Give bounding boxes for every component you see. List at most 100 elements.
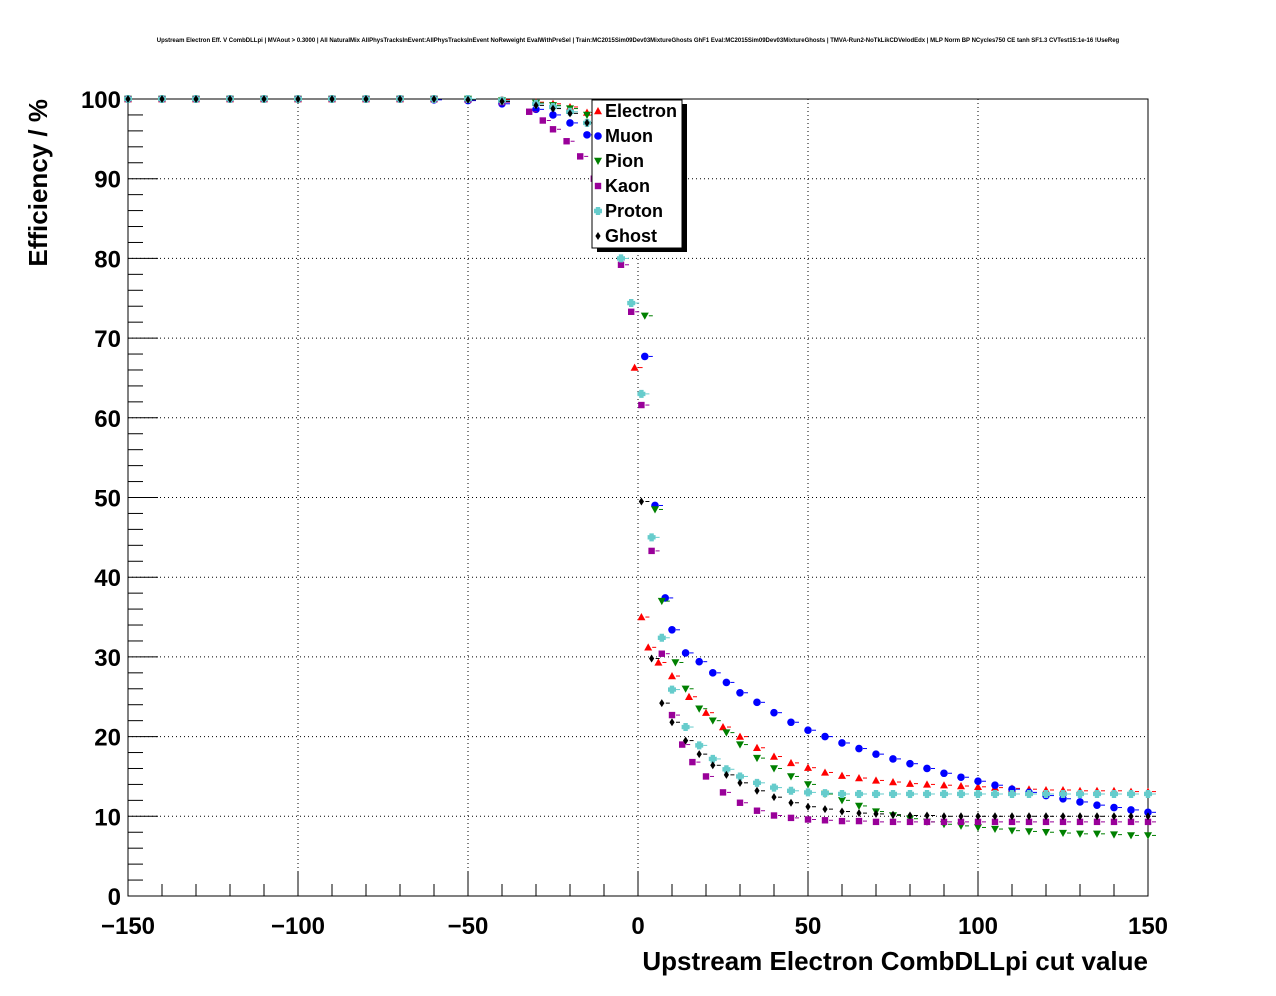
data-point [991,789,999,798]
data-point [736,741,744,749]
data-point [838,739,846,747]
data-point [974,782,982,791]
y-tick-label: 20 [94,725,121,752]
data-point [957,773,965,782]
data-point [737,778,743,787]
data-point [719,789,727,796]
data-point [804,781,812,789]
legend-entries: Electron Muon Pion Kaon Proton Ghost [594,101,677,246]
legend: Electron Muon Pion Kaon Proton Ghost [591,99,687,252]
data-point [668,711,676,719]
y-tick-label: 70 [94,326,121,353]
data-point [683,736,689,745]
data-point [657,633,666,642]
x-tick-labels: −150 −100 −50 0 50 100 150 [101,913,1168,940]
data-point [640,312,649,320]
data-point [1008,789,1016,798]
data-point [872,818,880,826]
data-point [641,352,649,361]
data-point [1144,789,1153,798]
data-point [1094,812,1100,821]
data-point [397,95,403,103]
data-point [1008,827,1016,835]
y-tick-label: 60 [94,406,121,433]
data-point [499,97,505,106]
data-point [787,773,795,781]
data-point [1043,812,1049,821]
data-point [637,613,646,621]
data-point [821,732,829,741]
data-point [873,809,879,818]
data-point [957,782,965,790]
data-point [787,786,795,795]
data-point [991,825,999,834]
data-point [957,789,965,798]
data-point [1145,812,1151,821]
data-point [1025,818,1033,826]
data-point [736,732,744,740]
data-point [855,774,863,782]
data-point [1060,812,1066,821]
legend-marker-ghost [595,232,601,240]
data-point [1077,812,1083,821]
data-point [855,802,863,810]
data-point [1093,818,1101,826]
data-point [431,95,437,103]
data-point [722,678,731,687]
data-point [958,812,964,821]
legend-marker-muon [594,132,602,140]
legend-label-proton: Proton [605,201,663,221]
data-point [787,814,795,822]
data-point [991,818,999,826]
data-point [679,741,686,748]
legend-box [591,99,683,249]
data-point [526,108,533,115]
data-point [657,597,666,606]
data-point [1127,806,1135,814]
data-point [696,750,702,759]
y-tick-label: 80 [94,246,121,273]
data-point [736,772,744,781]
y-tick-labels: 0 10 20 30 40 50 60 70 80 90 100 [81,87,121,911]
data-point [889,755,897,763]
chart-title: Upstream Electron Eff. V CombDLLpi | MVA… [157,38,1120,44]
data-point [722,729,731,737]
data-point [689,758,696,766]
data-point [539,117,546,124]
data-point [549,111,557,119]
data-point [974,818,982,826]
data-point [638,497,644,506]
data-point [753,754,761,763]
data-point [838,817,846,825]
x-tick-label: 50 [795,913,822,940]
x-tick-label: −150 [101,913,155,940]
data-point [1093,789,1102,798]
data-point [566,119,574,127]
x-tick-label: 100 [958,913,998,940]
legend-marker-proton [594,207,602,215]
data-point [685,692,693,700]
data-point [957,818,965,826]
data-point [159,95,165,103]
data-point [906,759,914,768]
y-tick-label: 100 [81,87,121,114]
legend-marker-pion [594,157,602,165]
data-point [1093,830,1101,838]
data-point [708,717,717,725]
data-point [804,788,812,797]
data-point [974,777,982,786]
data-point [907,811,913,820]
data-point [647,533,656,542]
data-point [1127,832,1135,840]
data-point [770,812,778,819]
data-point [821,817,829,824]
data-point [1025,828,1033,836]
data-point [577,153,584,160]
data-point [872,776,880,784]
x-tick-label: 0 [631,913,644,940]
data-point [654,658,663,666]
data-point [681,649,690,657]
data-point [940,818,948,826]
data-point [563,138,570,145]
data-point [651,506,659,514]
